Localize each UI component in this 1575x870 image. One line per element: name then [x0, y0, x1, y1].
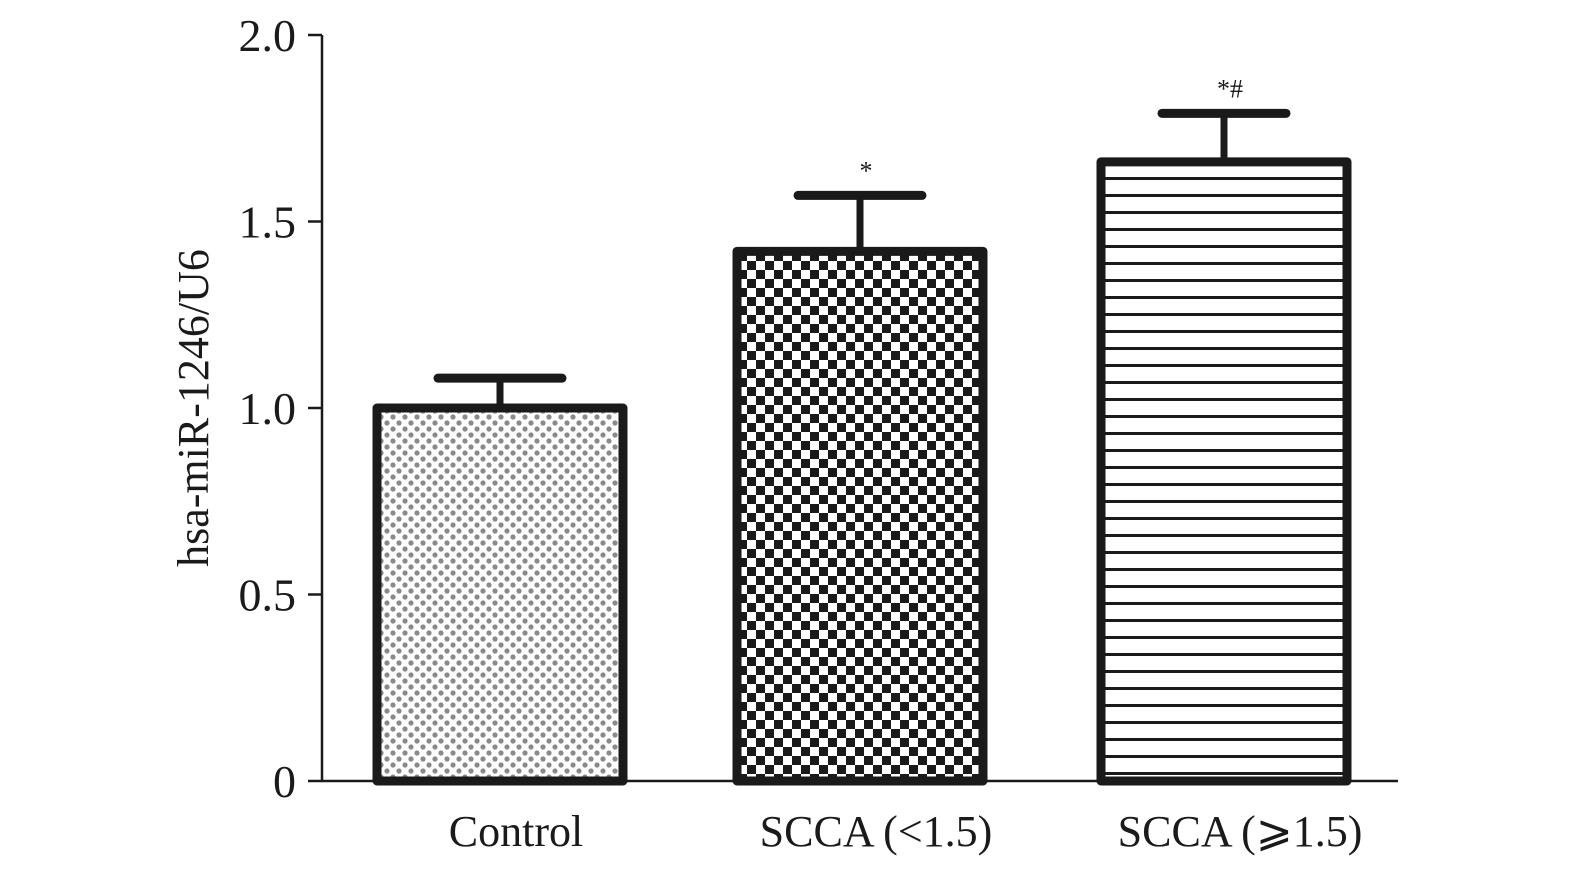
y-tick-label: 0 [273, 756, 296, 807]
bar [372, 403, 628, 786]
bar [732, 246, 988, 786]
y-tick-label: 1.0 [239, 383, 297, 434]
y-tick-label: 0.5 [239, 570, 297, 621]
x-category-label: SCCA (<1.5) [760, 807, 993, 856]
bar [1096, 157, 1352, 786]
significance-annotation: * [860, 156, 873, 185]
x-category-label: Control [449, 807, 583, 856]
y-axis-label: hsa-miR-1246/U6 [169, 249, 218, 567]
y-tick-label: 2.0 [239, 10, 297, 61]
significance-annotation: *# [1217, 74, 1243, 103]
y-tick-label: 1.5 [239, 197, 297, 248]
x-category-label: SCCA (⩾1.5) [1118, 807, 1363, 856]
